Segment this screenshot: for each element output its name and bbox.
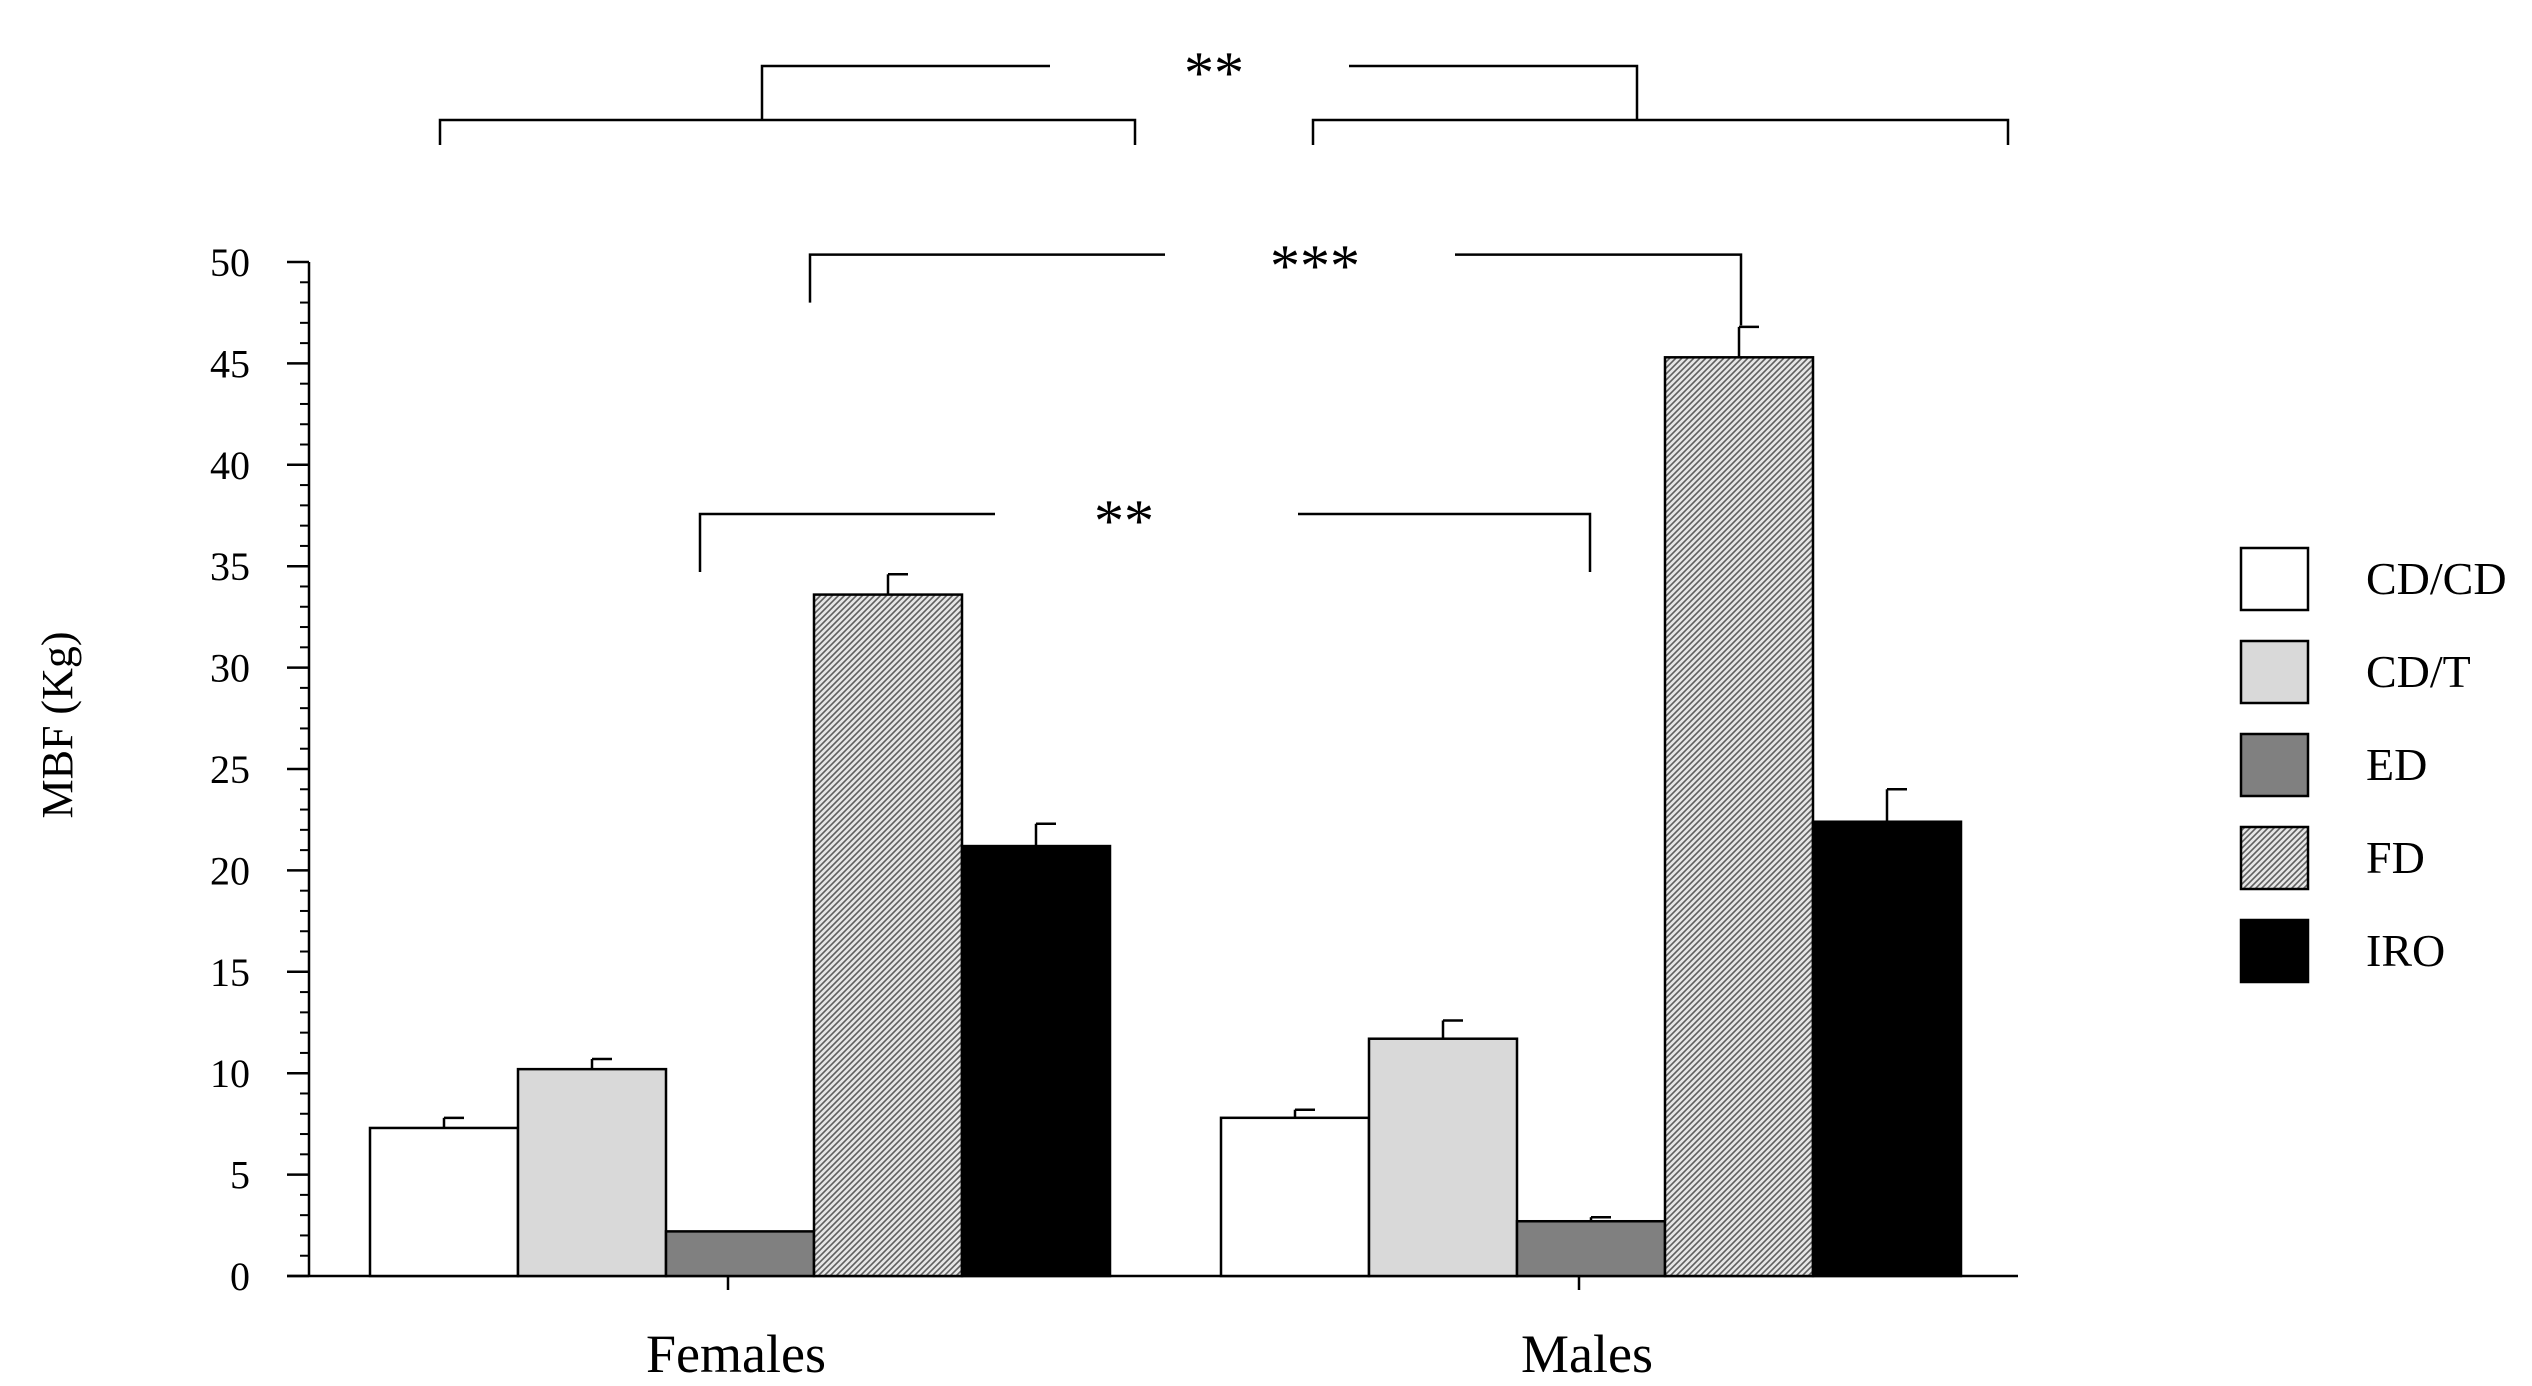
fd-bracket-right (1455, 253, 1743, 326)
significance-label-fd: *** (1270, 233, 1360, 299)
bar-cd-cd-males (1219, 1116, 1371, 1278)
x-tick-label-males: Males (1521, 1324, 1653, 1384)
legend-label-cd-t: CD/T (2366, 646, 2471, 697)
legend-swatch-cd-cd (2239, 546, 2310, 612)
y-tick-label: 0 (230, 1254, 250, 1299)
y-tick-label: 35 (210, 544, 250, 589)
cdt-bracket-right (1298, 512, 1592, 572)
group-bracket-males (1311, 118, 2010, 145)
y-tick-label: 10 (210, 1051, 250, 1096)
y-tick-label: 20 (210, 848, 250, 893)
bar-cd-cd-females (368, 1126, 520, 1278)
y-tick-label: 30 (210, 646, 250, 691)
bar-ed-males (1515, 1219, 1667, 1278)
bar-cd-t-males (1367, 1037, 1519, 1278)
significance-annotations: ******* (438, 40, 2010, 572)
cdt-bracket-left (698, 512, 995, 572)
legend-label-fd: FD (2366, 832, 2425, 883)
significance-label-cdt: ** (1094, 488, 1154, 554)
bar-cd-t-females (516, 1067, 668, 1278)
group-connector-left (760, 64, 1050, 120)
legend-label-iro: IRO (2366, 925, 2445, 976)
bar-iro-males (1811, 820, 1963, 1278)
group-bracket-females (438, 118, 1137, 145)
y-tick-label: 45 (210, 341, 250, 386)
bar-ed-females (664, 1230, 816, 1278)
y-tick-label: 15 (210, 950, 250, 995)
y-tick-label: 40 (210, 443, 250, 488)
fd-bracket-left (808, 253, 1165, 303)
legend-swatch-iro (2239, 918, 2310, 984)
significance-label-groups: ** (1184, 40, 1244, 106)
y-axis-label: MBF (Kg) (33, 631, 82, 818)
legend-label-ed: ED (2366, 739, 2427, 790)
group-connector-right (1349, 64, 1639, 120)
legend-label-cd-cd: CD/CD (2366, 553, 2507, 604)
legend-swatch-cd-t (2239, 639, 2310, 705)
y-tick-label: 25 (210, 747, 250, 792)
y-tick-label: 50 (210, 240, 250, 285)
bar-fd-females (812, 593, 964, 1278)
x-tick-label-females: Females (646, 1324, 826, 1384)
legend-swatch-ed (2239, 732, 2310, 798)
legend: CD/CD CD/T ED FD IRO (2239, 546, 2507, 984)
bar-iro-females (960, 844, 1112, 1278)
y-tick-label: 5 (230, 1153, 250, 1198)
legend-swatch-fd (2239, 825, 2310, 891)
bars (368, 325, 1963, 1278)
bar-fd-males (1663, 356, 1815, 1278)
